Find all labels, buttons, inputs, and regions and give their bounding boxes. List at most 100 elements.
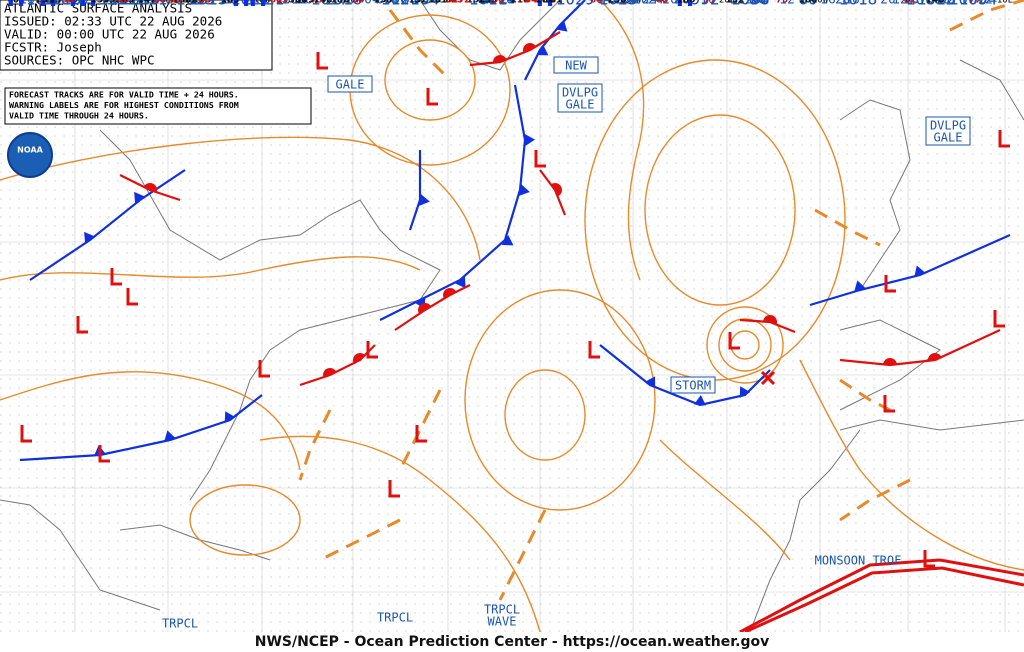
wind-value: 64 xyxy=(525,0,538,6)
isobar-label: 04 xyxy=(364,0,380,8)
note-box xyxy=(4,87,312,125)
isobar-label: 20 xyxy=(297,0,313,8)
central-pressure: 1011 xyxy=(106,0,145,9)
header-line: ISSUED: 02:33 UTC 22 AUG 2026 xyxy=(4,14,222,29)
isobar-label: 12 xyxy=(729,0,745,8)
isobar-label: 12 xyxy=(779,0,795,8)
isobar-label: 28 xyxy=(633,0,649,8)
central-pressure: 1020 xyxy=(381,0,420,9)
isobar-label: 00 xyxy=(482,0,498,8)
fronts xyxy=(19,0,1011,462)
isobar-label: 12 xyxy=(76,0,92,8)
isobar-label: 08 xyxy=(339,0,355,8)
station-value: 286 xyxy=(536,0,555,6)
wind-value: 62 xyxy=(446,0,459,6)
lat-label: 30N xyxy=(8,0,24,6)
isobar-label: 12 xyxy=(892,0,908,8)
wind-value: 64 xyxy=(590,0,603,6)
isobar-label: 96 xyxy=(424,0,440,8)
isobar-label: 20 xyxy=(662,0,678,8)
warning-label: STORM xyxy=(675,379,711,393)
warning-label-box xyxy=(557,83,603,113)
station-value: 163 xyxy=(221,0,240,6)
header-line: VALID: 00:00 UTC 22 AUG 2026 xyxy=(4,27,215,42)
station-value: 147 xyxy=(138,0,157,6)
station-value: 181 xyxy=(544,0,563,6)
central-pressure: 04 xyxy=(748,0,767,9)
wind-value: 66 xyxy=(492,0,505,6)
station-value: 192 xyxy=(467,0,486,6)
isobar-label: 16 xyxy=(165,0,181,8)
station-value: 166 xyxy=(799,0,818,6)
central-pressure: 1017 xyxy=(311,0,350,9)
isobar-label: 16 xyxy=(934,0,950,8)
isobar-label: 08 xyxy=(479,0,495,8)
central-pressure: 992 xyxy=(691,0,720,9)
lat-label: 40N xyxy=(8,0,24,6)
central-pressure: 1009 xyxy=(949,0,988,9)
wind-value: 68 xyxy=(656,0,669,6)
wind-value: 86 xyxy=(117,0,130,6)
wind-value: 63 xyxy=(276,0,289,6)
lon-label: 40W xyxy=(532,0,549,6)
wind-value: 77 xyxy=(704,0,717,6)
isobar-label: 20 xyxy=(498,0,514,8)
central-pressure: 994 xyxy=(411,0,440,9)
isobar-label: 00 xyxy=(376,0,392,8)
station-value: 203 xyxy=(116,0,135,6)
isobar-label: 24 xyxy=(500,0,516,8)
isobar-label: 20 xyxy=(500,0,516,8)
isobar-label: 20 xyxy=(624,0,640,8)
central-pressure: 1018 xyxy=(391,0,430,9)
isobar-label: 28 xyxy=(674,0,690,8)
high-center: H xyxy=(536,0,554,12)
monsoon-trough xyxy=(739,558,1024,634)
station-value: 148 xyxy=(314,0,333,6)
isobar-label: 24 xyxy=(620,0,636,8)
lon-label: 10E xyxy=(997,0,1013,6)
lon-label: 0 xyxy=(905,0,910,6)
isobar-label: 24 xyxy=(499,0,515,8)
station-value: 188 xyxy=(331,0,350,6)
station-value: 139 xyxy=(177,0,196,6)
wind-value: 79 xyxy=(517,0,530,6)
isobar-label: 16 xyxy=(218,0,234,8)
station-value: 152 xyxy=(103,0,122,6)
isobar-label: 20 xyxy=(880,0,896,8)
high-center: H xyxy=(7,0,25,12)
central-pressure: 1017 xyxy=(109,0,148,9)
warning-label: GALE xyxy=(934,131,963,145)
wind-value: 81 xyxy=(904,0,917,6)
isobar-label: 16 xyxy=(844,0,860,8)
central-pressure: 1017 xyxy=(26,0,65,9)
feature-label: TRPCL xyxy=(377,611,413,625)
station-value: 160 xyxy=(173,0,192,6)
station-value: 133 xyxy=(43,0,62,6)
central-pressure: 1030 xyxy=(731,0,770,9)
warning-label-box xyxy=(327,75,373,93)
monsoon-trough xyxy=(744,566,1024,634)
station-value: 173 xyxy=(193,0,212,6)
lat-label: 50N xyxy=(8,0,24,6)
wind-value: 79 xyxy=(776,0,789,6)
central-pressure: 1011 xyxy=(469,0,508,9)
central-pressure: 1004 xyxy=(959,0,998,9)
warning-label: GALE xyxy=(336,78,365,92)
lon-label: 90W xyxy=(67,0,84,6)
central-pressure: 1012 xyxy=(917,0,956,9)
isobar-label: 24 xyxy=(800,0,816,8)
isobar-label: 08 xyxy=(608,0,624,8)
high-center: H xyxy=(249,0,267,12)
station-value: 140 xyxy=(926,0,945,6)
isobar-label: 16 xyxy=(620,0,636,8)
lon-label: 70W xyxy=(254,0,271,6)
high-center: H xyxy=(232,0,250,12)
header-line: FCSTR: Joseph xyxy=(4,40,102,55)
isobar-label: 24 xyxy=(642,0,658,8)
station-value: 138 xyxy=(374,0,393,6)
station-value: 132 xyxy=(409,0,428,6)
isobar-label: 04 xyxy=(477,0,493,8)
isobar-label: 16 xyxy=(479,0,495,8)
station-value: 231 xyxy=(36,0,55,6)
station-value: 306 xyxy=(289,0,308,6)
